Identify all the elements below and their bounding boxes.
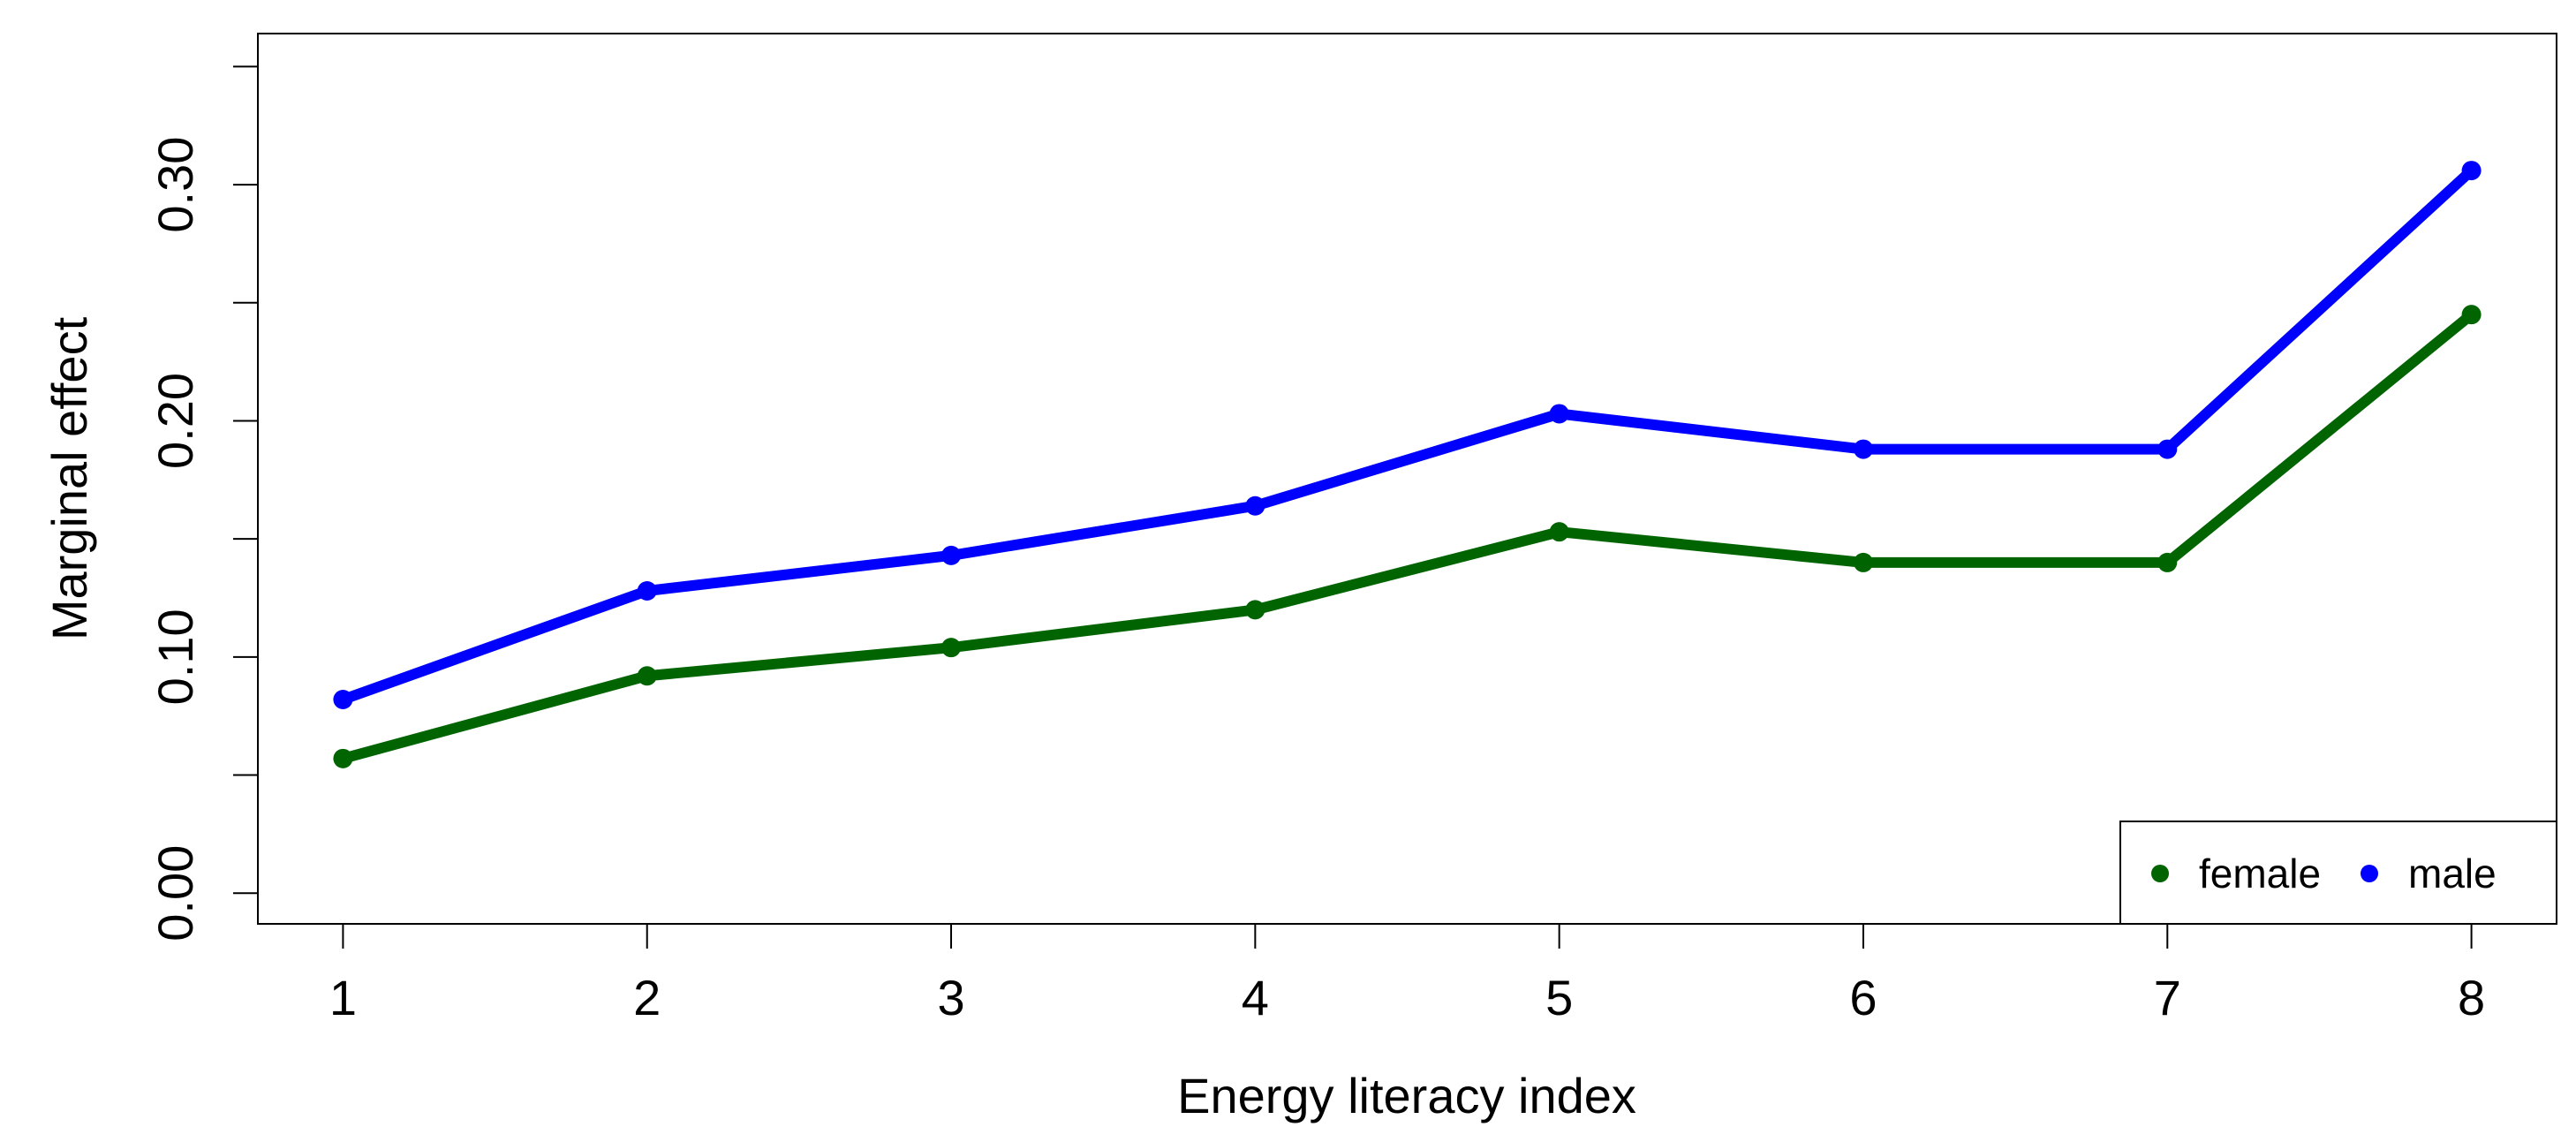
data-point-female <box>2461 305 2482 325</box>
data-point-male <box>1549 404 1569 424</box>
legend-box <box>2119 821 2557 925</box>
data-point-female <box>333 748 353 768</box>
x-tick-label: 4 <box>1242 970 1269 1025</box>
legend-marker-male <box>2361 865 2378 882</box>
data-point-female <box>2157 552 2178 572</box>
legend-label-male: male <box>2408 851 2497 896</box>
y-tick-label: 0.10 <box>147 609 203 705</box>
x-tick-label: 6 <box>1849 970 1877 1025</box>
x-tick-label: 1 <box>329 970 357 1025</box>
data-point-male <box>637 581 657 601</box>
legend-label-female: female <box>2199 851 2321 896</box>
legend-marker-female <box>2151 865 2169 882</box>
plot-frame <box>257 33 2557 925</box>
data-point-male <box>1853 439 1873 459</box>
data-point-male <box>2461 161 2482 181</box>
data-point-female <box>1853 552 1873 572</box>
data-point-female <box>1245 600 1265 620</box>
x-tick-label: 5 <box>1545 970 1573 1025</box>
data-point-male <box>941 545 962 565</box>
y-tick-label: 0.00 <box>147 845 203 942</box>
data-point-female <box>1549 522 1569 542</box>
x-axis: 1 2 3 4 5 6 7 8 <box>329 923 2485 1025</box>
x-tick-label: 3 <box>937 970 964 1025</box>
data-point-male <box>2157 439 2178 459</box>
legend: female male <box>2119 821 2557 925</box>
data-point-male <box>1245 495 1265 516</box>
y-tick-label: 0.30 <box>147 137 203 233</box>
y-tick-label: 0.20 <box>147 373 203 469</box>
y-axis-title: Marginal effect <box>42 316 97 640</box>
x-tick-label: 8 <box>2458 970 2485 1025</box>
x-axis-title: Energy literacy index <box>1177 1068 1636 1123</box>
data-point-male <box>333 689 353 709</box>
series-line-female <box>337 309 2477 764</box>
series-layer <box>333 161 2482 768</box>
data-point-female <box>941 638 962 658</box>
data-point-female <box>637 666 657 686</box>
x-tick-label: 2 <box>633 970 661 1025</box>
series-line-male <box>337 165 2477 705</box>
x-tick-label: 7 <box>2154 970 2181 1025</box>
y-axis: 0.00 0.10 0.20 0.30 <box>147 65 259 942</box>
